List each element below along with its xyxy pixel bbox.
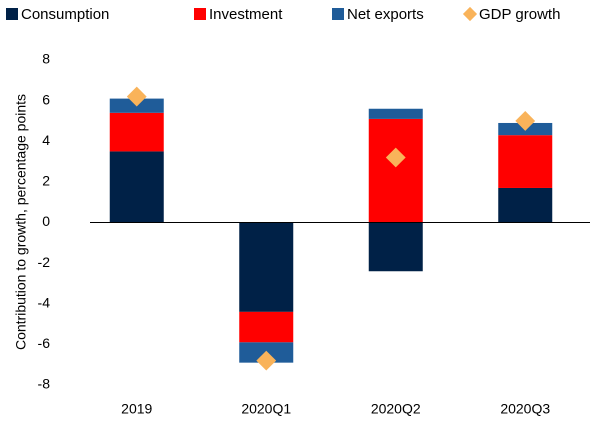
legend-label: GDP growth xyxy=(479,6,560,23)
y-tick-label: 2 xyxy=(42,173,50,189)
y-tick-label: -6 xyxy=(38,335,51,351)
y-tick-label: -2 xyxy=(38,254,51,270)
x-tick-label: 2020Q2 xyxy=(371,401,421,417)
gdp-marker xyxy=(385,147,406,168)
bar-segment xyxy=(498,135,553,188)
y-tick-label: 8 xyxy=(42,51,50,67)
x-tick-label: 2019 xyxy=(121,401,152,417)
bar-segment xyxy=(239,222,294,312)
legend-swatch xyxy=(332,8,344,20)
bar-segment xyxy=(498,187,553,223)
y-tick-label: 6 xyxy=(42,91,50,107)
bar-segment xyxy=(109,112,164,152)
bar-segment xyxy=(109,151,164,223)
legend-label: Net exports xyxy=(347,6,424,23)
y-axis-label: Contribution to growth, percentage point… xyxy=(13,94,29,350)
bar-segment xyxy=(368,108,423,119)
bar-segment xyxy=(368,118,423,223)
y-tick-label: 4 xyxy=(42,132,50,148)
y-tick-label: -8 xyxy=(38,376,51,392)
gdp-marker xyxy=(126,86,147,107)
gdp-marker xyxy=(256,350,277,371)
legend-swatch xyxy=(6,8,18,20)
bar-segment xyxy=(368,222,423,272)
legend-label: Investment xyxy=(209,6,283,23)
x-tick-label: 2020Q1 xyxy=(241,401,291,417)
y-tick-label: 0 xyxy=(42,213,50,229)
x-tick-label: 2020Q3 xyxy=(500,401,550,417)
legend-swatch xyxy=(194,8,206,20)
legend-label: Consumption xyxy=(21,6,109,23)
legend-marker xyxy=(462,6,478,22)
bar-segment xyxy=(239,311,294,343)
y-tick-label: -4 xyxy=(38,294,51,310)
